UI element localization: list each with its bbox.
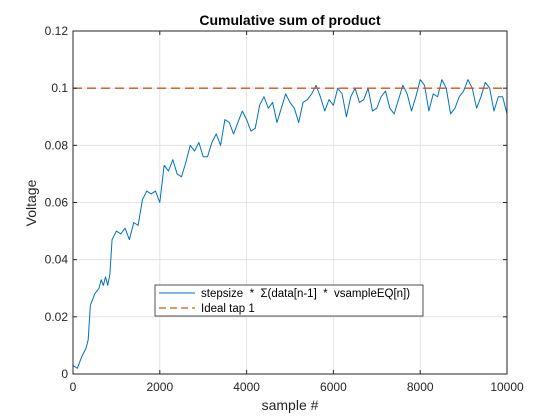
y-tick-label: 0.1 [51, 81, 68, 95]
y-tick-label: 0.08 [45, 138, 69, 152]
y-tick-label: 0.12 [45, 24, 69, 38]
y-tick-label: 0.04 [45, 253, 69, 267]
series-layer [72, 79, 508, 369]
y-axis-label: Voltage [23, 179, 39, 226]
legend: stepsize * Σ(data[n-1] * vsampleEQ[n]) I… [154, 284, 424, 317]
chart-title: Cumulative sum of product [199, 12, 381, 28]
x-tick-label: 2000 [146, 380, 173, 394]
x-tick-label: 10000 [490, 380, 524, 394]
ticks: 0 2000 4000 6000 8000 10000 0 0.02 0.04 0.06 0.08 0… [45, 24, 524, 394]
x-tick-label: 0 [70, 380, 77, 394]
y-tick-label: 0.06 [45, 196, 69, 210]
y-tick-label: 0.02 [45, 310, 69, 324]
x-tick-label: 8000 [407, 380, 434, 394]
x-tick-label: 6000 [320, 380, 347, 394]
y-tick-label: 0 [61, 367, 68, 381]
legend-label-main: stepsize * Σ(data[n-1] * vsampleEQ[n]) [201, 288, 410, 300]
legend-box [154, 284, 424, 317]
x-axis-label: sample # [262, 397, 319, 413]
x-tick-label: 4000 [233, 380, 260, 394]
legend-label-ideal: Ideal tap 1 [201, 303, 255, 315]
series-line-main [72, 79, 508, 369]
